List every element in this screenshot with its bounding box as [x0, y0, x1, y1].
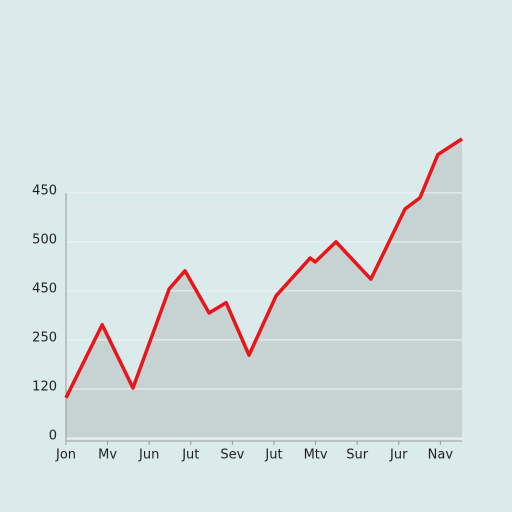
area — [66, 138, 462, 438]
x-tick-label: Mv — [98, 448, 117, 463]
x-tick-label: Sur — [346, 448, 368, 463]
x-tick-label: Jut — [181, 448, 199, 463]
x-tick-label: Jut — [264, 448, 282, 463]
y-tick-label: 120 — [32, 379, 57, 394]
x-tick-label: Mtv — [304, 448, 328, 463]
line — [64, 137, 463, 399]
y-tick-label: 250 — [32, 330, 57, 345]
y-tick-label: 500 — [32, 232, 57, 247]
x-tick-label: Nav — [428, 448, 454, 463]
x-tick-label: Jur — [389, 448, 408, 463]
x-tick-label: Jon — [55, 448, 76, 463]
y-tick-label: 450 — [32, 183, 57, 198]
x-tick-label: Sev — [220, 448, 244, 463]
y-tick-label: 450 — [32, 281, 57, 296]
x-tick-label: Jun — [138, 448, 159, 463]
y-tick-label: 0 — [49, 429, 57, 444]
